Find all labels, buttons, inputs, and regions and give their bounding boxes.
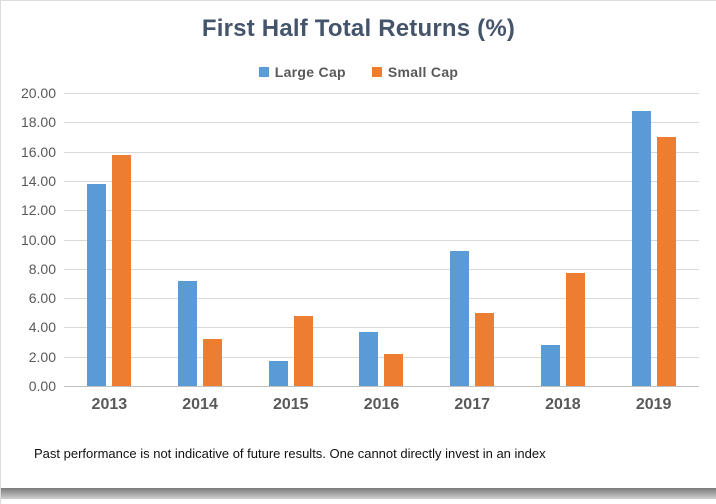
x-tick-label-2014: 2014	[182, 396, 218, 413]
legend-swatch-small-cap	[371, 67, 382, 77]
bar-group-2013	[64, 93, 155, 386]
bar-group-2014	[155, 93, 246, 386]
bar-large-cap-2016	[359, 331, 379, 386]
chart-legend: Large Cap Small Cap	[1, 64, 716, 80]
y-tick-label: 4.00	[28, 319, 56, 336]
gridline	[64, 356, 699, 358]
bar-small-cap-2018	[565, 273, 585, 386]
bar-group-2018	[518, 93, 609, 386]
bottom-edge-shadow	[1, 488, 716, 499]
bar-large-cap-2019	[631, 110, 651, 386]
y-tick-label: 18.00	[20, 114, 56, 131]
chart-title: First Half Total Returns (%)	[201, 15, 516, 42]
legend-label-large-cap: Large Cap	[274, 64, 346, 80]
y-tick-label: 0.00	[28, 378, 56, 394]
gridline	[64, 93, 699, 94]
bar-small-cap-2019	[656, 136, 676, 386]
disclaimer-text: Past performance is not indicative of fu…	[34, 446, 546, 461]
gridline	[64, 122, 699, 124]
gridline	[64, 298, 699, 300]
gridline	[64, 151, 699, 153]
x-axis-labels: 2013 2014 2015 2016 2017 2018 2019	[64, 394, 699, 416]
x-tick-label-2018: 2018	[545, 396, 581, 413]
legend-item-small-cap: Small Cap	[371, 64, 459, 80]
gridline	[64, 327, 699, 329]
bar-large-cap-2015	[268, 361, 288, 386]
x-tick-label-2013: 2013	[91, 396, 128, 413]
bar-small-cap-2016	[384, 353, 404, 386]
bar-large-cap-2018	[540, 344, 560, 386]
gridline	[64, 180, 699, 182]
bar-large-cap-2014	[178, 280, 198, 386]
y-axis-labels: 20.00 18.00 16.00 14.00 12.00 10.00 8.00 6.00 4.…	[1, 1, 56, 504]
x-tick-label-2016: 2016	[363, 396, 400, 413]
bar-group-2019	[608, 93, 699, 386]
x-axis-line	[64, 386, 699, 387]
bar-group-2015	[245, 93, 336, 386]
gridline	[64, 210, 699, 212]
y-tick-label: 12.00	[20, 202, 56, 219]
plot-area	[64, 93, 699, 387]
gridline	[64, 268, 699, 270]
bar-small-cap-2015	[293, 315, 313, 386]
bar-small-cap-2014	[203, 339, 223, 386]
legend-item-large-cap: Large Cap	[258, 64, 346, 80]
x-tick-label-2019: 2019	[635, 396, 672, 413]
x-tick-label-2017: 2017	[454, 396, 490, 413]
x-tick-label-2015: 2015	[272, 396, 309, 413]
bar-group-2016	[336, 93, 427, 386]
bar-group-2017	[427, 93, 518, 386]
y-tick-label: 2.00	[28, 348, 56, 365]
y-tick-label: 10.00	[20, 231, 56, 248]
y-tick-label: 6.00	[28, 290, 56, 307]
y-tick-label: 16.00	[20, 143, 56, 160]
bar-small-cap-2017	[475, 312, 495, 386]
y-tick-label: 20.00	[20, 85, 56, 101]
y-tick-label: 8.00	[28, 260, 56, 277]
legend-label-small-cap: Small Cap	[387, 64, 459, 80]
y-tick-label: 14.00	[20, 172, 56, 189]
bar-large-cap-2017	[450, 251, 470, 386]
bar-small-cap-2013	[112, 154, 132, 386]
gridline	[64, 239, 699, 241]
bar-large-cap-2013	[87, 183, 107, 386]
legend-swatch-large-cap	[258, 67, 269, 77]
